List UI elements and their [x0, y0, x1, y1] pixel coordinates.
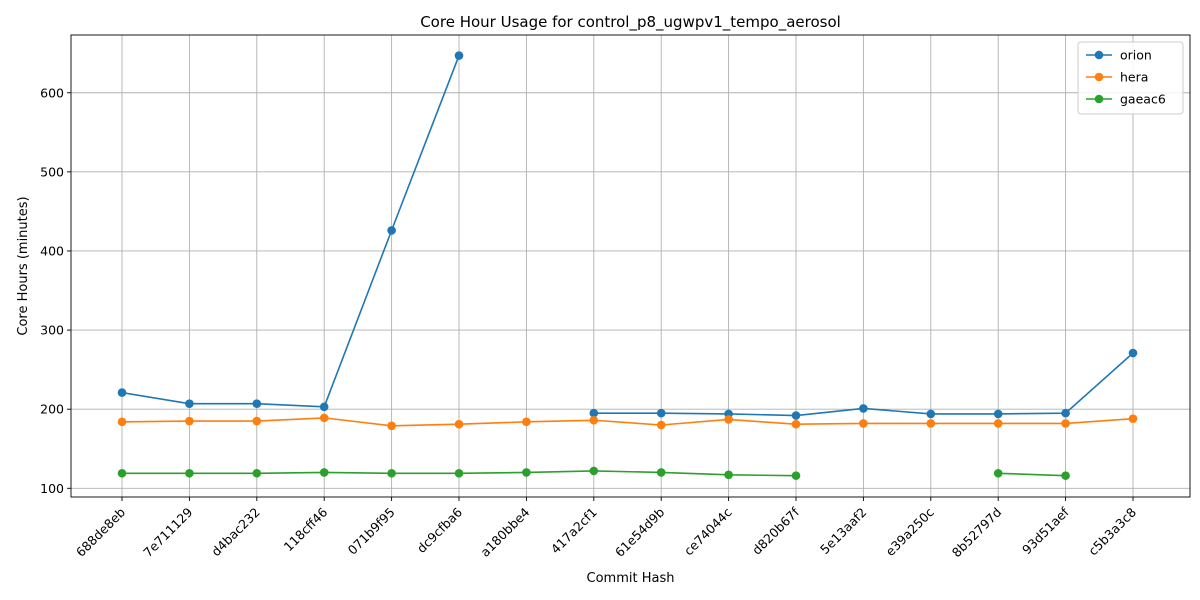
data-point-hera — [522, 417, 531, 427]
x-tick-label: e39a250c — [882, 504, 937, 559]
data-point-orion — [791, 411, 801, 420]
data-point-hera — [791, 419, 801, 429]
plot-area — [70, 34, 1191, 498]
data-point-gaeac6 — [454, 468, 464, 478]
data-point-gaeac6 — [387, 468, 396, 478]
data-point-hera — [859, 419, 868, 428]
data-point-orion — [252, 399, 262, 408]
data-point-orion — [319, 402, 329, 412]
x-tick-label: d820b67f — [749, 504, 802, 557]
y-tick-label: 300 — [40, 323, 64, 338]
legend-label-hera: hera — [1120, 70, 1148, 85]
data-point-hera — [993, 419, 1003, 428]
x-tick-label: d4bac232 — [208, 505, 263, 560]
data-point-gaeac6 — [252, 468, 262, 478]
legend-marker-orion — [1094, 50, 1104, 60]
data-point-gaeac6 — [724, 470, 733, 480]
x-tick-label: 93d51aef — [1019, 504, 1072, 557]
y-tick-label: 200 — [40, 402, 64, 417]
data-point-orion — [387, 226, 396, 235]
data-point-orion — [993, 409, 1003, 419]
series-line-hera — [121, 417, 1134, 427]
x-tick-label: dc9cfba6 — [414, 504, 465, 555]
data-point-orion — [185, 399, 194, 408]
x-axis-title: Commit Hash — [587, 571, 675, 586]
data-point-orion — [1128, 348, 1138, 358]
data-point-gaeac6 — [993, 468, 1003, 478]
data-point-gaeac6 — [522, 468, 531, 477]
data-point-hera — [589, 415, 599, 425]
series-group — [117, 51, 1138, 480]
axes: 688de8eb 7e711129 d4bac232 118cff46 071b9f95… — [40, 85, 1139, 560]
data-point-hera — [319, 413, 329, 423]
x-tick-label: 118cff46 — [281, 504, 331, 554]
grid — [71, 35, 1190, 497]
y-tick-label: 400 — [40, 243, 64, 258]
data-point-orion — [454, 51, 464, 60]
x-tick-label: 071b9f95 — [345, 505, 398, 558]
x-tick-label: 417a2cf1 — [548, 505, 600, 557]
data-point-gaeac6 — [319, 468, 329, 477]
data-point-hera — [1061, 419, 1070, 428]
series-orion — [117, 51, 1138, 420]
data-point-orion — [926, 409, 936, 419]
data-point-orion — [859, 404, 868, 413]
x-tick-label: 7e711129 — [140, 504, 195, 559]
data-point-gaeac6 — [656, 468, 666, 477]
data-point-orion — [117, 388, 127, 397]
series-line-gaeac6 — [998, 472, 1066, 477]
series-line-orion — [121, 55, 460, 408]
x-tick-label: 8b52797d — [949, 505, 1005, 561]
legend-label-gaeac6: gaeac6 — [1120, 92, 1166, 107]
x-tick-label: 5e13aaf2 — [817, 505, 869, 557]
data-point-gaeac6 — [117, 468, 127, 478]
data-point-hera — [1128, 414, 1138, 423]
data-point-hera — [185, 416, 194, 426]
data-point-orion — [589, 408, 599, 418]
data-point-gaeac6 — [185, 468, 194, 478]
y-axis-title: Core Hours (minutes) — [16, 196, 31, 335]
series-hera — [117, 413, 1138, 431]
data-point-hera — [454, 419, 464, 429]
y-tick-label: 100 — [40, 481, 64, 496]
data-point-gaeac6 — [791, 471, 801, 480]
data-point-hera — [117, 417, 127, 427]
data-point-hera — [252, 416, 262, 426]
chart-title: Core Hour Usage for control_p8_ugwpv1_te… — [420, 13, 841, 32]
data-point-gaeac6 — [589, 466, 599, 476]
data-point-gaeac6 — [1061, 471, 1070, 480]
legend-frame — [1077, 41, 1184, 115]
x-tick-label: 688de8eb — [73, 504, 128, 559]
series-gaeac6 — [117, 466, 1070, 480]
data-point-hera — [656, 420, 666, 430]
y-tick-label: 500 — [40, 164, 64, 179]
legend-label-orion: orion — [1120, 48, 1152, 63]
x-tick-label: a180bbe4 — [477, 504, 532, 559]
data-point-hera — [387, 421, 396, 431]
legend: orion hera gaeac6 — [1077, 41, 1184, 115]
legend-marker-hera — [1094, 72, 1104, 82]
legend-marker-gaeac6 — [1094, 94, 1104, 104]
data-point-hera — [724, 415, 733, 424]
data-point-orion — [656, 408, 666, 418]
x-tick-label: 61e54d9b — [612, 504, 667, 559]
data-point-orion — [1061, 408, 1070, 418]
y-tick-label: 600 — [40, 85, 64, 100]
x-tick-label: ce74044c — [681, 504, 735, 558]
x-tick-label: c5b3a3c8 — [1085, 504, 1139, 558]
data-point-hera — [926, 419, 936, 428]
